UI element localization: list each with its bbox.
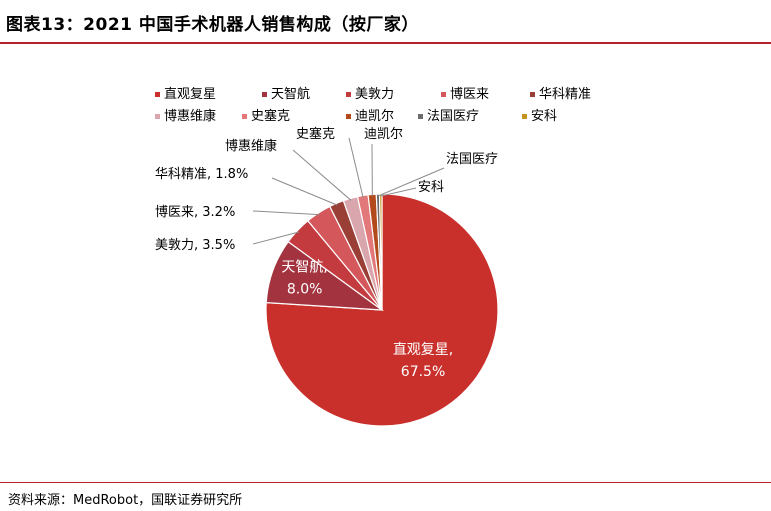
title-divider <box>0 42 771 44</box>
legend-swatch-slice-5 <box>530 92 535 97</box>
data-label-slice-3: 美敦力, 3.5% <box>155 237 235 253</box>
leader-line-slice-10 <box>380 187 417 197</box>
source-note: 资料来源：MedRobot，国联证券研究所 <box>8 493 243 508</box>
data-label-slice-6: 博惠维康 <box>225 138 277 154</box>
leader-line-slice-3 <box>252 231 299 245</box>
leader-line-slice-4 <box>252 210 320 216</box>
legend-swatch-slice-1 <box>155 92 160 97</box>
data-label-slice-9: 法国医疗 <box>446 152 498 167</box>
footer-divider <box>0 482 771 483</box>
leader-lines <box>252 137 445 245</box>
legend-label-slice-7: 史塞克 <box>251 108 290 124</box>
legend-label-slice-5: 华科精准 <box>539 87 591 102</box>
legend-swatch-slice-7 <box>242 114 247 119</box>
legend-swatch-slice-4 <box>441 92 446 97</box>
leader-line-slice-7 <box>348 137 364 198</box>
legend-swatch-slice-2 <box>262 92 267 97</box>
legend-label-slice-6: 博惠维康 <box>164 108 216 124</box>
legend-swatch-slice-6 <box>155 114 160 119</box>
data-label-slice-10: 安科 <box>418 180 444 195</box>
data-label-slice-4: 博医来, 3.2% <box>155 205 235 220</box>
chart-title: 图表13：2021 中国手术机器人销售构成（按厂家） <box>6 15 419 35</box>
legend-swatch-slice-8 <box>346 114 351 119</box>
legend-swatch-slice-9 <box>418 114 423 119</box>
pie-slice-1 <box>265 193 499 427</box>
data-label-slice-8: 迪凯尔 <box>364 127 403 142</box>
data-label-value-slice-1: 67.5% <box>401 364 445 380</box>
leader-line-slice-6 <box>292 149 352 201</box>
legend-label-slice-1: 直观复星 <box>164 87 216 102</box>
leader-line-slice-9 <box>377 167 445 197</box>
data-label-name-slice-2: 天智航, <box>281 259 327 275</box>
legend-label-slice-3: 美敦力 <box>355 86 394 102</box>
legend-swatch-slice-3 <box>346 92 351 97</box>
legend-label-slice-8: 迪凯尔 <box>355 109 394 124</box>
data-label-slice-5: 华科精准, 1.8% <box>155 167 248 182</box>
legend-label-slice-2: 天智航 <box>271 86 310 102</box>
pie-slices <box>265 193 499 427</box>
legend-label-slice-4: 博医来 <box>450 87 489 102</box>
leader-line-slice-5 <box>271 177 338 206</box>
legend-label-slice-9: 法国医疗 <box>427 109 479 124</box>
data-label-slice-7: 史塞克 <box>296 126 335 142</box>
data-label-name-slice-1: 直观复星, <box>393 341 453 358</box>
legend-swatch-slice-10 <box>522 114 527 119</box>
data-label-value-slice-2: 8.0% <box>287 281 323 297</box>
legend-label-slice-10: 安科 <box>531 109 557 124</box>
slice-labels: 直观复星, 67.5% 天智航, 8.0% 美敦力, 3.5% 博医来, 3.2% 华科精准… <box>155 126 498 380</box>
